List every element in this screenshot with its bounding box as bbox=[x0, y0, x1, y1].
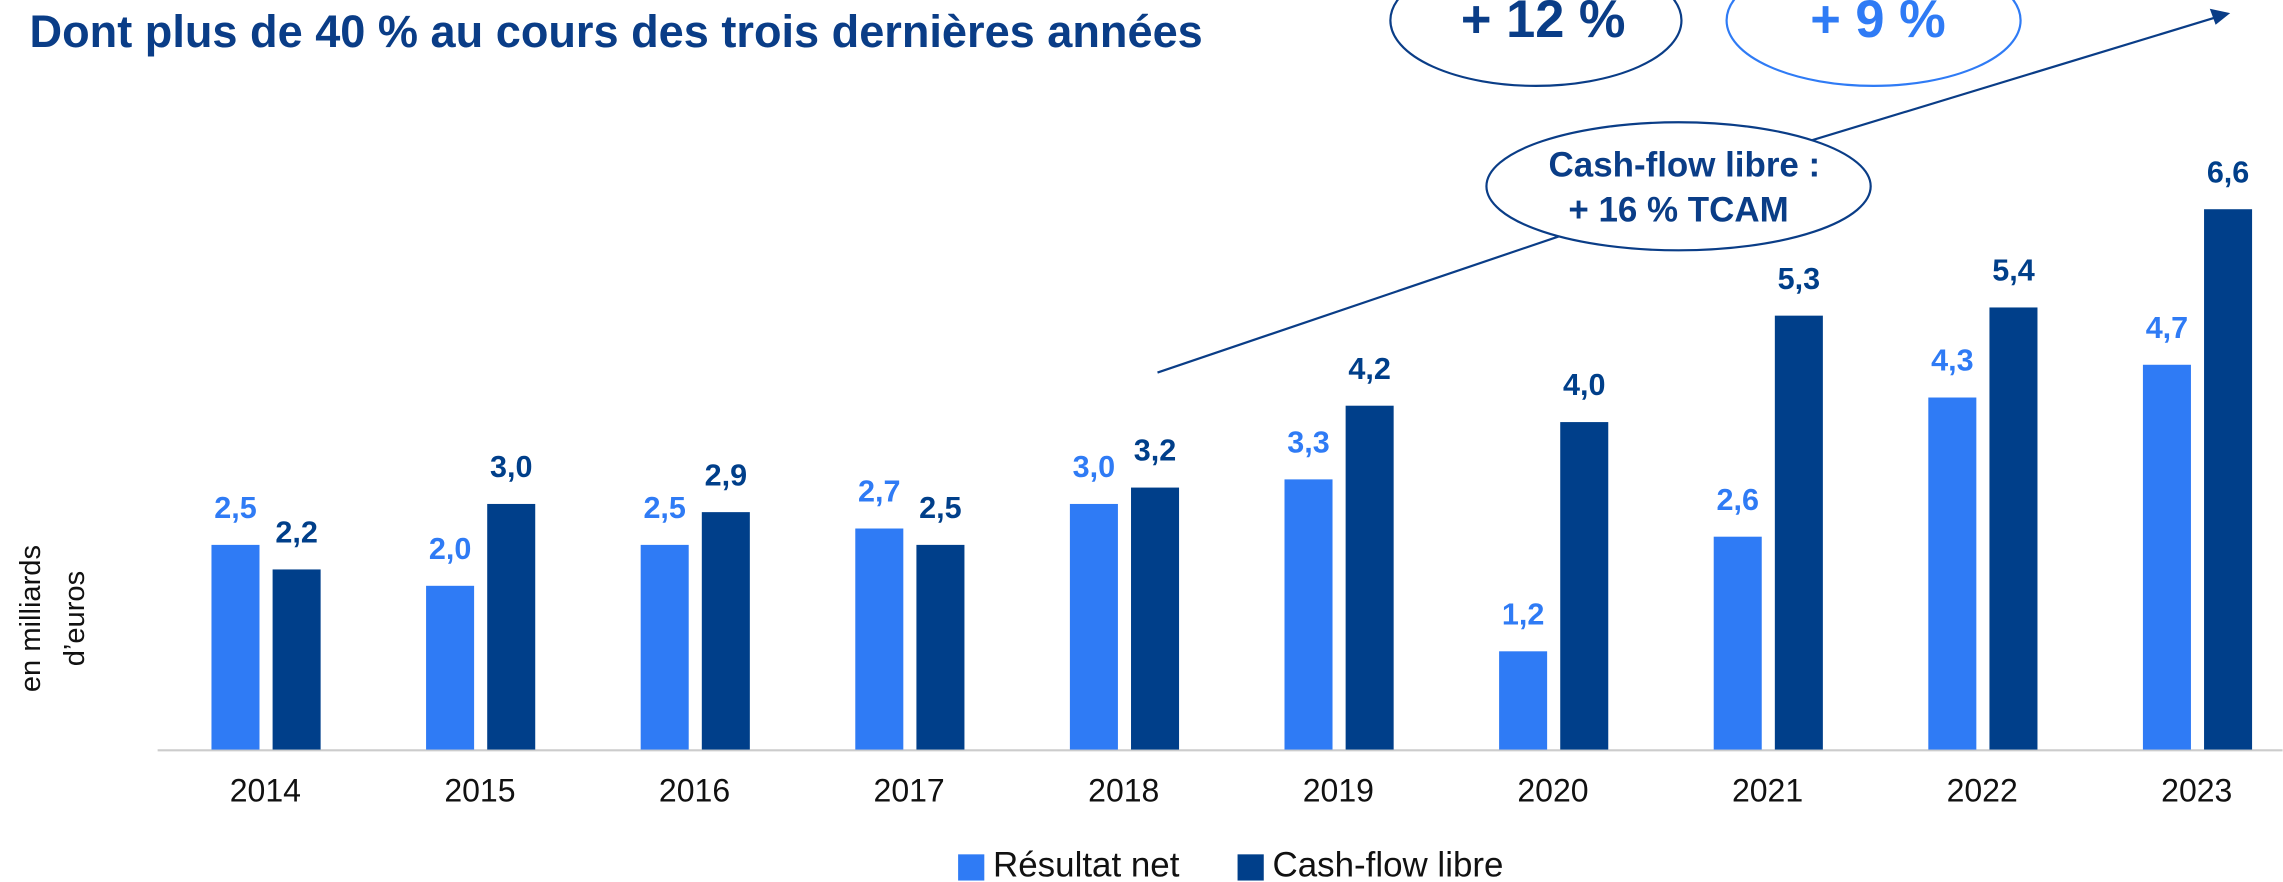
legend-swatch bbox=[1237, 854, 1264, 881]
annotation: + 12 % bbox=[1461, 0, 1626, 49]
bar bbox=[1713, 536, 1762, 750]
y-axis-label: en milliards d’euros bbox=[15, 545, 91, 692]
value-label: 6,6 bbox=[2207, 155, 2249, 189]
bar bbox=[487, 503, 536, 750]
bar bbox=[701, 512, 750, 750]
bar bbox=[426, 585, 475, 750]
y-label-line: en milliards bbox=[15, 545, 47, 692]
bar bbox=[2204, 209, 2253, 750]
bar bbox=[1560, 422, 1609, 750]
trend-line bbox=[1157, 234, 1562, 374]
annotation-ellipse bbox=[1485, 121, 1872, 252]
value-label: 4,7 bbox=[2146, 311, 2188, 345]
value-label: 2,9 bbox=[705, 458, 747, 492]
legend-label: Résultat net bbox=[993, 846, 1180, 882]
bar bbox=[1131, 487, 1180, 750]
x-tick-label: 2017 bbox=[874, 773, 945, 809]
value-label: 1,2 bbox=[1502, 597, 1544, 631]
annotation: + 9 % bbox=[1810, 0, 1945, 49]
bar bbox=[272, 569, 321, 750]
value-label: 2,5 bbox=[919, 491, 961, 525]
x-tick-label: 2015 bbox=[444, 773, 515, 809]
value-label: 3,3 bbox=[1287, 426, 1329, 460]
value-label: 2,5 bbox=[643, 491, 685, 525]
x-tick-label: 2016 bbox=[659, 773, 730, 809]
annotation-ellipse bbox=[1725, 0, 2022, 87]
legend-swatch bbox=[958, 854, 985, 881]
value-label: 2,7 bbox=[858, 475, 900, 509]
bar bbox=[1928, 397, 1977, 750]
value-label: 4,2 bbox=[1348, 352, 1390, 386]
value-label: 3,2 bbox=[1134, 434, 1176, 468]
x-tick-label: 2023 bbox=[2161, 773, 2232, 809]
x-tick-label: 2020 bbox=[1517, 773, 1588, 809]
value-label: 4,3 bbox=[1931, 344, 1973, 378]
value-label: 5,4 bbox=[1992, 254, 2034, 288]
arrow-head bbox=[2209, 8, 2231, 25]
value-label: 2,2 bbox=[275, 516, 317, 550]
legend-label: Cash-flow libre bbox=[1272, 846, 1503, 882]
bar bbox=[211, 544, 260, 750]
value-label: 2,6 bbox=[1716, 483, 1758, 517]
value-label: 2,5 bbox=[214, 491, 256, 525]
value-label: 5,3 bbox=[1778, 262, 1820, 296]
annotation-ellipse bbox=[1389, 0, 1683, 87]
bar bbox=[1499, 651, 1548, 750]
value-label: 3,0 bbox=[490, 450, 532, 484]
bar bbox=[1069, 503, 1118, 750]
x-tick-label: 2021 bbox=[1732, 773, 1803, 809]
x-tick-label: 2014 bbox=[230, 773, 301, 809]
value-label: 3,0 bbox=[1073, 450, 1115, 484]
trend-arrow bbox=[1799, 16, 2216, 146]
bar bbox=[1345, 405, 1394, 750]
bar bbox=[2142, 364, 2191, 750]
bar bbox=[1284, 479, 1333, 750]
bar bbox=[855, 528, 904, 750]
x-tick-label: 2022 bbox=[1947, 773, 2018, 809]
bar bbox=[1989, 307, 2038, 750]
value-label: 4,0 bbox=[1563, 368, 1605, 402]
bar bbox=[640, 544, 689, 750]
x-tick-label: 2019 bbox=[1303, 773, 1374, 809]
chart-title: Dont plus de 40 % au cours des trois der… bbox=[30, 6, 1203, 57]
annotation: Cash-flow libre : bbox=[1549, 146, 1821, 185]
value-label: 2,0 bbox=[429, 532, 471, 566]
x-tick-label: 2018 bbox=[1088, 773, 1159, 809]
bar bbox=[1774, 315, 1823, 750]
y-label-line: d’euros bbox=[59, 571, 91, 666]
annotation: + 16 % TCAM bbox=[1568, 191, 1788, 230]
bar bbox=[916, 544, 965, 750]
